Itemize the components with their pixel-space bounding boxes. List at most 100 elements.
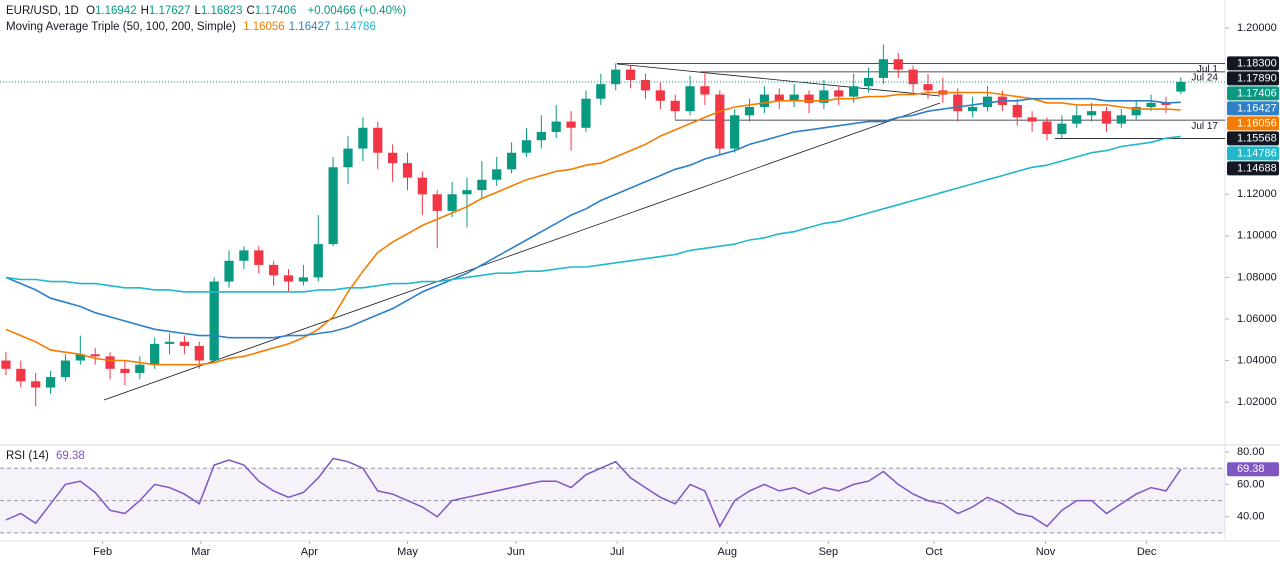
candle-body [75, 354, 85, 361]
price-box-label: 1.16056 [1237, 117, 1277, 129]
price-box [1227, 116, 1279, 131]
candle-body [224, 260, 234, 282]
y-tick-label: 80.00 [1237, 446, 1265, 458]
candle-body [373, 127, 383, 153]
ohlc-label: O [86, 5, 96, 17]
candle-body [804, 94, 814, 103]
ohlc-value: 1.16942 [95, 5, 137, 17]
moving-average-line [5, 97, 1181, 339]
rsi-title: RSI (14) [6, 450, 49, 462]
symbol: EUR/USD, 1D [6, 5, 79, 17]
price-box-label: 1.17890 [1237, 72, 1277, 84]
ohlc: O1.16942 H1.17627 L1.16823 C1.17406 [86, 5, 300, 17]
price-box-label: 1.17406 [1237, 87, 1277, 99]
candle-body [611, 69, 621, 85]
ohlc-label: H [140, 5, 149, 17]
candle-body [953, 94, 963, 112]
change: +0.00466 (+0.40%) [307, 5, 407, 17]
price-box-label: 1.18300 [1237, 57, 1277, 69]
candle-body [90, 354, 100, 357]
candle-body [477, 179, 487, 191]
candle-body [328, 167, 338, 245]
y-tick-label: 40.00 [1237, 511, 1265, 523]
legend-value: 1.16427 [288, 21, 331, 33]
candle-body [447, 194, 457, 211]
ohlc-value: 1.16823 [200, 5, 243, 17]
y-tick-label: 1.12000 [1237, 188, 1277, 200]
x-tick-label: Jul [610, 546, 624, 558]
candle-body [16, 368, 26, 382]
rsi-value: 69.38 [56, 450, 85, 462]
candle-body [596, 84, 606, 99]
candle-body [863, 77, 874, 87]
price-box [1227, 71, 1279, 86]
candle-body [254, 250, 264, 265]
ohlc-label: L [194, 5, 201, 17]
x-tick-label: Feb [93, 546, 112, 558]
candle-body [1012, 104, 1022, 118]
candle-body [492, 169, 502, 180]
candle-body [506, 152, 517, 170]
candle-body [432, 194, 442, 211]
candle-body [849, 86, 859, 97]
y-tick-label: 1.08000 [1237, 271, 1277, 283]
candle-body [715, 94, 725, 149]
y-tick-label: 1.20000 [1237, 22, 1277, 34]
candle-body [968, 107, 978, 112]
trendline [616, 63, 941, 97]
candle-body [60, 360, 71, 378]
candle-body [878, 59, 889, 78]
candle-body [209, 281, 219, 361]
rsi-price-box [1227, 462, 1279, 477]
candle-body [164, 341, 175, 344]
y-tick-label: 1.10000 [1237, 230, 1277, 242]
candle-body [536, 131, 546, 141]
x-tick-label: Nov [1036, 546, 1056, 558]
price-box-label: 1.14786 [1237, 147, 1277, 159]
level-name: Jul 24 [1191, 73, 1218, 84]
x-tick-label: May [397, 546, 418, 558]
candle-body [1116, 115, 1126, 124]
candle-body [402, 163, 413, 178]
candle-body [388, 152, 398, 164]
candle-body [700, 86, 710, 95]
legend-title: Moving Average Triple (50, 100, 200, Sim… [6, 21, 236, 33]
x-tick-label: Apr [301, 546, 318, 558]
candle-body [982, 96, 993, 108]
candle-body [239, 250, 249, 261]
candle-body [640, 79, 651, 91]
candle-body [566, 121, 576, 128]
candle-body [135, 364, 145, 373]
candle-body [179, 341, 190, 346]
x-tick-label: Jun [507, 546, 525, 558]
candle-body [819, 90, 829, 103]
axes: 1.02000 1.04000 1.06000 1.08000 1.10000 1.120… [93, 22, 1279, 558]
candle-body [670, 100, 680, 112]
candle-body [1072, 115, 1082, 124]
x-tick-label: Sep [819, 546, 839, 558]
candle-body [923, 84, 933, 91]
candle-body [655, 90, 665, 101]
candle-body [150, 343, 160, 365]
candle-body [908, 69, 918, 85]
candle-body [105, 356, 115, 369]
candle-body [120, 368, 130, 373]
candle-body [759, 94, 770, 108]
candle-body [1057, 123, 1067, 135]
rsi-line [5, 457, 1182, 529]
candle-body [283, 275, 294, 282]
moving-average-line [5, 135, 1181, 293]
candle-body [313, 244, 323, 278]
candle-body [730, 115, 740, 149]
moving-average-line [5, 91, 1181, 366]
price-box [1227, 86, 1279, 101]
y-tick-label: 60.00 [1237, 478, 1265, 490]
candle-body [1146, 102, 1156, 108]
level-name: Jul 1 [1197, 64, 1219, 75]
level-name: Jul 17 [1191, 121, 1218, 132]
legend-value: 1.16056 [243, 21, 285, 33]
x-tick-label: Aug [717, 546, 737, 558]
candle-body [462, 190, 472, 195]
price-box [1227, 101, 1279, 116]
